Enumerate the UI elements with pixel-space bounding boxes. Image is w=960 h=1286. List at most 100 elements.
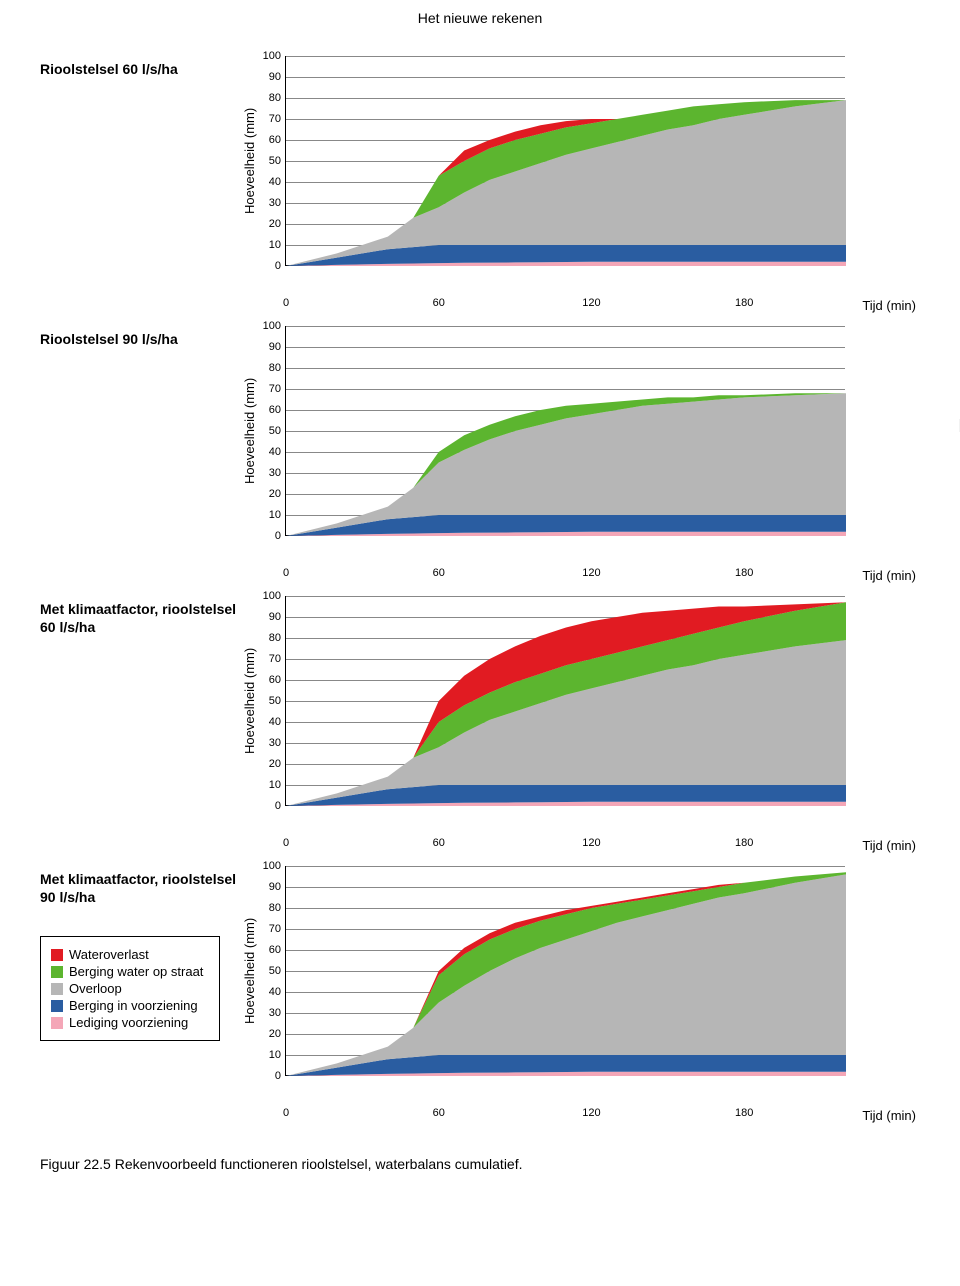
x-tick: 0 <box>283 297 289 309</box>
chart-label-col: Met klimaatfactor, rioolstelsel 90 l/s/h… <box>40 866 240 1041</box>
chart-label: Rioolstelsel 90 l/s/ha <box>40 330 240 348</box>
y-tick: 90 <box>269 341 281 353</box>
x-tick: 180 <box>735 837 753 849</box>
chart: Hoeveelheid (mm)010203040506070809010006… <box>240 596 920 856</box>
y-tick: 90 <box>269 611 281 623</box>
x-axis-label: Tijd (min) <box>862 1108 916 1123</box>
chart-label-col: Rioolstelsel 90 l/s/ha <box>40 326 240 348</box>
chart-row: Rioolstelsel 60 l/s/haHoeveelheid (mm) 0 1… <box>40 56 920 316</box>
x-tick: 60 <box>433 1107 445 1119</box>
legend-item: Overloop <box>51 981 209 996</box>
y-tick: 50 <box>269 155 281 167</box>
y-tick: 30 <box>269 467 281 479</box>
chart: Hoeveelheid (mm)010203040506070809010006… <box>240 866 920 1126</box>
y-tick: 80 <box>269 632 281 644</box>
legend-label: Wateroverlast <box>69 947 149 962</box>
area-chart-svg <box>286 596 846 806</box>
y-tick: 20 <box>269 488 281 500</box>
y-tick: 0 <box>275 260 281 272</box>
y-tick: 90 <box>269 71 281 83</box>
page-title: Het nieuwe rekenen <box>40 10 920 26</box>
chart: | 315Hoeveelheid (mm)0102030405060708090… <box>240 326 920 586</box>
y-tick: 30 <box>269 737 281 749</box>
plot-area <box>285 866 845 1076</box>
y-axis-label: Hoeveelheid (mm) <box>240 596 257 806</box>
y-tick: 100 <box>263 50 281 62</box>
y-tick: 70 <box>269 653 281 665</box>
x-tick: 0 <box>283 1107 289 1119</box>
y-ticks: 0102030405060708090100 <box>257 866 285 1076</box>
legend-swatch <box>51 983 63 995</box>
legend-swatch <box>51 1000 63 1012</box>
y-tick: 40 <box>269 716 281 728</box>
y-tick: 10 <box>269 239 281 251</box>
x-tick: 0 <box>283 567 289 579</box>
y-tick: 20 <box>269 758 281 770</box>
x-tick: 60 <box>433 837 445 849</box>
y-tick: 100 <box>263 860 281 872</box>
y-tick: 60 <box>269 134 281 146</box>
y-tick: 10 <box>269 779 281 791</box>
legend-item: Berging in voorziening <box>51 998 209 1013</box>
y-tick: 50 <box>269 425 281 437</box>
y-tick: 100 <box>263 320 281 332</box>
x-tick: 180 <box>735 567 753 579</box>
legend-swatch <box>51 1017 63 1029</box>
plot-area <box>285 596 845 806</box>
y-tick: 60 <box>269 674 281 686</box>
y-tick: 100 <box>263 590 281 602</box>
x-ticks: 060120180Tijd (min) <box>286 1104 846 1126</box>
y-tick: 60 <box>269 404 281 416</box>
y-tick: 80 <box>269 902 281 914</box>
y-tick: 10 <box>269 509 281 521</box>
y-tick: 0 <box>275 800 281 812</box>
chart-label: Met klimaatfactor, rioolstelsel 90 l/s/h… <box>40 870 240 906</box>
charts-host: Rioolstelsel 60 l/s/haHoeveelheid (mm)01… <box>40 56 920 1126</box>
y-tick: 80 <box>269 92 281 104</box>
y-tick: 20 <box>269 1028 281 1040</box>
chart-row: Rioolstelsel 90 l/s/ha| 315Hoeveelheid (… <box>40 326 920 586</box>
x-tick: 60 <box>433 297 445 309</box>
y-tick: 90 <box>269 881 281 893</box>
y-tick: 30 <box>269 1007 281 1019</box>
series-overloop <box>286 874 846 1076</box>
area-chart-svg <box>286 56 846 266</box>
y-tick: 60 <box>269 944 281 956</box>
legend-label: Berging in voorziening <box>69 998 198 1013</box>
y-tick: 50 <box>269 965 281 977</box>
x-tick: 120 <box>582 1107 600 1119</box>
legend-label: Berging water op straat <box>69 964 203 979</box>
y-axis-label: Hoeveelheid (mm) <box>240 56 257 266</box>
y-tick: 80 <box>269 362 281 374</box>
y-tick: 50 <box>269 695 281 707</box>
chart-container: Hoeveelheid (mm)0102030405060708090100 <box>240 326 920 564</box>
x-tick: 120 <box>582 297 600 309</box>
legend-swatch <box>51 949 63 961</box>
chart-label-col: Rioolstelsel 60 l/s/ha <box>40 56 240 78</box>
chart-label: Rioolstelsel 60 l/s/ha <box>40 60 240 78</box>
x-tick: 120 <box>582 567 600 579</box>
x-ticks: 060120180Tijd (min) <box>286 564 846 586</box>
x-tick: 180 <box>735 297 753 309</box>
legend-item: Berging water op straat <box>51 964 209 979</box>
x-tick: 0 <box>283 837 289 849</box>
x-axis-label: Tijd (min) <box>862 568 916 583</box>
legend-swatch <box>51 966 63 978</box>
plot-area <box>285 326 845 536</box>
y-tick: 40 <box>269 986 281 998</box>
chart: Hoeveelheid (mm)010203040506070809010006… <box>240 56 920 316</box>
chart-label-col: Met klimaatfactor, rioolstelsel 60 l/s/h… <box>40 596 240 636</box>
area-chart-svg <box>286 326 846 536</box>
x-tick: 120 <box>582 837 600 849</box>
y-axis-label: Hoeveelheid (mm) <box>240 866 257 1076</box>
y-tick: 70 <box>269 923 281 935</box>
x-axis-label: Tijd (min) <box>862 298 916 313</box>
page: Het nieuwe rekenen Rioolstelsel 60 l/s/h… <box>0 0 960 1202</box>
legend-item: Wateroverlast <box>51 947 209 962</box>
y-ticks: 0102030405060708090100 <box>257 56 285 266</box>
x-axis-label: Tijd (min) <box>862 838 916 853</box>
chart-container: Hoeveelheid (mm)0102030405060708090100 <box>240 866 920 1104</box>
y-tick: 70 <box>269 383 281 395</box>
y-ticks: 0102030405060708090100 <box>257 596 285 806</box>
legend-label: Overloop <box>69 981 122 996</box>
